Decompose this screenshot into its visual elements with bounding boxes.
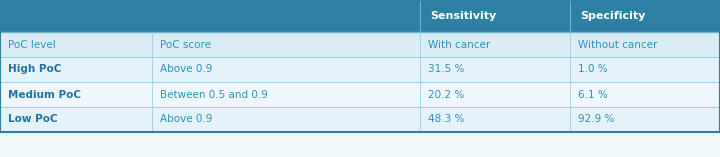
Bar [0, 32, 152, 57]
Text: PoC score: PoC score [160, 40, 211, 49]
Text: Low PoC: Low PoC [8, 114, 58, 125]
Bar [152, 107, 420, 132]
Bar [570, 82, 720, 107]
Text: 48.3 %: 48.3 % [428, 114, 464, 125]
Text: PoC level: PoC level [8, 40, 55, 49]
Text: 31.5 %: 31.5 % [428, 65, 464, 75]
Text: Above 0.9: Above 0.9 [160, 114, 212, 125]
Bar [152, 0, 420, 32]
Bar [0, 107, 152, 132]
Bar [152, 32, 420, 57]
Bar [570, 32, 720, 57]
Text: Without cancer: Without cancer [578, 40, 657, 49]
Bar [570, 107, 720, 132]
Bar [420, 0, 570, 32]
Text: Medium PoC: Medium PoC [8, 89, 81, 100]
Bar [420, 82, 570, 107]
Text: Sensitivity: Sensitivity [430, 11, 496, 21]
Bar [570, 0, 720, 32]
Bar [152, 82, 420, 107]
Bar [0, 82, 152, 107]
Text: 1.0 %: 1.0 % [578, 65, 608, 75]
Bar [0, 57, 152, 82]
Text: Above 0.9: Above 0.9 [160, 65, 212, 75]
Text: Between 0.5 and 0.9: Between 0.5 and 0.9 [160, 89, 268, 100]
Bar [152, 57, 420, 82]
Bar [0, 0, 720, 132]
Bar [420, 107, 570, 132]
Bar [570, 57, 720, 82]
Text: Specificity: Specificity [580, 11, 645, 21]
Text: With cancer: With cancer [428, 40, 490, 49]
Bar [420, 57, 570, 82]
Text: 20.2 %: 20.2 % [428, 89, 464, 100]
Text: 92.9 %: 92.9 % [578, 114, 614, 125]
Bar [420, 32, 570, 57]
Bar [0, 0, 152, 32]
Text: 6.1 %: 6.1 % [578, 89, 608, 100]
Text: High PoC: High PoC [8, 65, 61, 75]
